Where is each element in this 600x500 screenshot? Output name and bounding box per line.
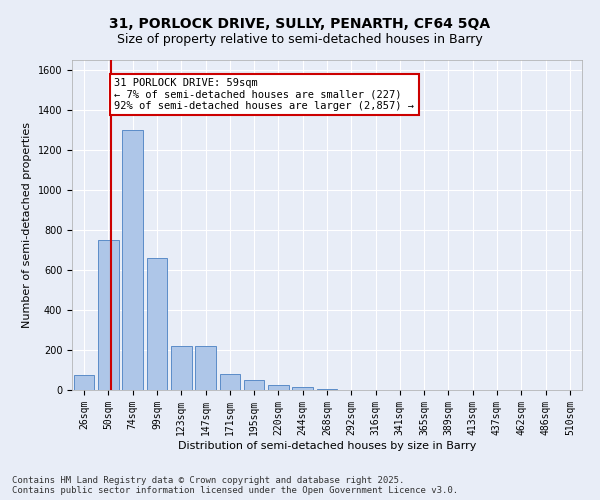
Bar — [171, 346, 191, 390]
Bar — [317, 389, 337, 390]
Bar — [220, 374, 240, 390]
X-axis label: Distribution of semi-detached houses by size in Barry: Distribution of semi-detached houses by … — [178, 440, 476, 450]
Bar — [74, 375, 94, 390]
Bar — [292, 387, 313, 390]
Bar — [195, 346, 216, 390]
Bar — [146, 258, 167, 390]
Bar — [122, 130, 143, 390]
Text: 31 PORLOCK DRIVE: 59sqm
← 7% of semi-detached houses are smaller (227)
92% of se: 31 PORLOCK DRIVE: 59sqm ← 7% of semi-det… — [115, 78, 415, 111]
Text: Size of property relative to semi-detached houses in Barry: Size of property relative to semi-detach… — [117, 32, 483, 46]
Text: 31, PORLOCK DRIVE, SULLY, PENARTH, CF64 5QA: 31, PORLOCK DRIVE, SULLY, PENARTH, CF64 … — [109, 18, 491, 32]
Text: Contains HM Land Registry data © Crown copyright and database right 2025.
Contai: Contains HM Land Registry data © Crown c… — [12, 476, 458, 495]
Y-axis label: Number of semi-detached properties: Number of semi-detached properties — [22, 122, 32, 328]
Bar — [98, 240, 119, 390]
Bar — [268, 385, 289, 390]
Bar — [244, 380, 265, 390]
